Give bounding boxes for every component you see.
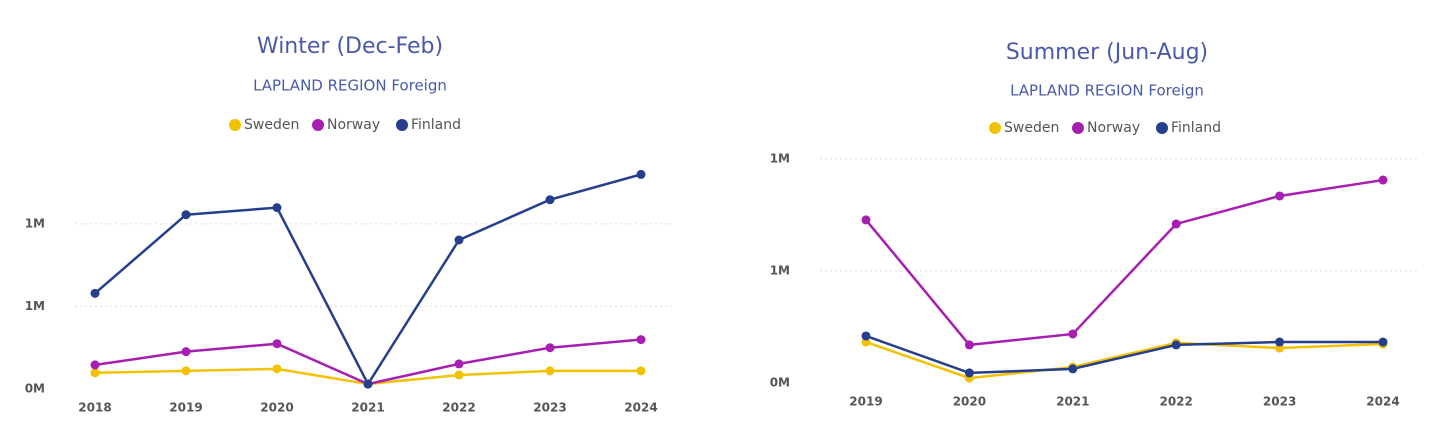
data-point <box>272 339 282 349</box>
data-point <box>545 195 555 205</box>
data-point <box>636 366 646 376</box>
data-point <box>964 368 974 378</box>
data-point <box>454 359 464 369</box>
data-point <box>1068 329 1078 339</box>
legend-marker <box>1072 122 1084 134</box>
legend-label: Finland <box>1171 120 1221 136</box>
chart-subtitle: LAPLAND REGION Foreign <box>1010 82 1204 100</box>
data-point <box>181 366 191 376</box>
legend-label: Finland <box>411 117 461 133</box>
data-point <box>1068 364 1078 374</box>
legend-marker <box>989 122 1001 134</box>
data-point <box>454 370 464 380</box>
x-tick-label: 2020 <box>260 401 293 415</box>
data-point <box>90 360 100 370</box>
x-tick-label: 2024 <box>624 401 657 415</box>
x-tick-label: 2022 <box>442 401 475 415</box>
data-point <box>1171 340 1181 350</box>
legend-marker <box>396 119 408 131</box>
chart-title: Summer (Jun-Aug) <box>1006 40 1208 65</box>
x-tick-label: 2021 <box>1056 395 1089 409</box>
series-line <box>94 338 642 386</box>
data-point <box>636 335 646 345</box>
legend-marker <box>229 119 241 131</box>
data-point <box>363 379 373 389</box>
y-tick-label: 0M <box>25 382 45 396</box>
x-tick-label: 2019 <box>169 401 202 415</box>
data-point <box>181 347 191 357</box>
data-point <box>454 235 464 245</box>
legend-label: Norway <box>327 117 380 133</box>
x-tick-label: 2018 <box>78 401 111 415</box>
x-tick-label: 2024 <box>1366 395 1399 409</box>
data-point <box>1378 175 1388 185</box>
x-tick-label: 2023 <box>533 401 566 415</box>
legend-marker <box>312 119 324 131</box>
data-point <box>964 340 974 350</box>
data-point <box>1378 337 1388 347</box>
y-tick-label: 0M <box>770 376 790 390</box>
x-tick-label: 2020 <box>953 395 986 409</box>
x-tick-label: 2023 <box>1263 395 1296 409</box>
x-tick-label: 2019 <box>849 395 882 409</box>
y-tick-label: 1M <box>770 264 790 278</box>
data-point <box>90 368 100 378</box>
y-tick-label: 1M <box>25 299 45 313</box>
data-point <box>181 210 191 220</box>
legend-label: Sweden <box>1004 120 1059 136</box>
series-line <box>865 334 1383 375</box>
legend-label: Sweden <box>244 117 299 133</box>
data-point <box>1275 337 1285 347</box>
legend-marker <box>1156 122 1168 134</box>
y-tick-label: 1M <box>25 216 45 230</box>
data-point <box>545 366 555 376</box>
series-line <box>865 178 1384 347</box>
data-point <box>272 364 282 374</box>
chart-subtitle: LAPLAND REGION Foreign <box>253 77 447 95</box>
y-tick-label: 1M <box>770 152 790 166</box>
chart-title: Winter (Dec-Feb) <box>257 34 443 59</box>
data-point <box>861 331 871 341</box>
data-point <box>272 203 282 213</box>
data-point <box>90 288 100 298</box>
data-point <box>636 169 646 179</box>
legend-label: Norway <box>1087 120 1140 136</box>
data-point <box>861 215 871 225</box>
data-point <box>1171 219 1181 229</box>
data-point <box>545 343 555 353</box>
x-tick-label: 2021 <box>351 401 384 415</box>
x-tick-label: 2022 <box>1159 395 1192 409</box>
data-point <box>1275 191 1285 201</box>
series-line <box>865 340 1384 380</box>
